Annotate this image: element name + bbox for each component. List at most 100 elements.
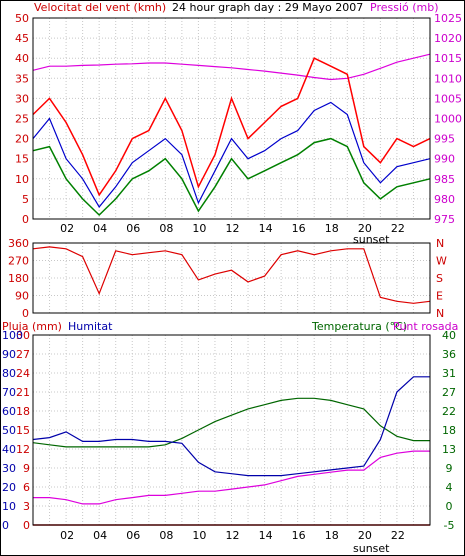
- x-tick-label: 08: [159, 529, 173, 542]
- dewpoint-series: [33, 450, 430, 505]
- x-tick-label: 10: [192, 529, 206, 542]
- temperature-y-tick-label: 0: [446, 500, 453, 513]
- wind-y-tick-label: 10: [15, 173, 29, 186]
- rain-y-ticks: 0 3 6 9 12 15 18 21 24 27 30: [16, 329, 30, 532]
- humidity-y-tick-label: 80: [2, 367, 16, 380]
- climate-x-ticks: 02 04 06 08 10 12 14 16 18 20 22: [60, 529, 405, 542]
- humidity-y-tick-label: 100: [2, 329, 23, 342]
- wind-x-ticks: 02 04 06 08 10 12 14 16 18 20 22: [60, 222, 405, 235]
- x-tick-label: 22: [391, 222, 405, 235]
- x-tick-label: 18: [325, 529, 339, 542]
- temperature-y-tick-label: 36: [442, 348, 456, 361]
- pressure-y-tick-label: 995: [434, 133, 455, 146]
- compass-label: E: [436, 290, 443, 303]
- pressure-y-tick-label: 1005: [434, 92, 462, 105]
- compass-label: S: [436, 272, 443, 285]
- x-tick-label: 20: [358, 529, 372, 542]
- pressure-y-tick-label: 1015: [434, 52, 462, 65]
- temperature-y-tick-label: 27: [442, 386, 456, 399]
- x-tick-label: 10: [192, 222, 206, 235]
- temperature-y-tick-label: -5: [444, 519, 455, 532]
- direction-y-tick-label: 180: [8, 272, 29, 285]
- dewpoint-axis-label: Punt rosada: [393, 320, 458, 333]
- wind-plot-frame: [32, 17, 431, 220]
- humidity-axis-label: Humitat: [68, 320, 113, 333]
- humidity-y-tick-label: 10: [2, 500, 16, 513]
- x-tick-label: 18: [325, 222, 339, 235]
- pressure-y-ticks: 975 980 985 990 995 1000 1005 1010 1015 1020 1025: [434, 12, 462, 226]
- compass-label: W: [436, 255, 447, 268]
- direction-y-tick-label: 270: [8, 255, 29, 268]
- x-tick-label: 12: [226, 529, 240, 542]
- x-tick-label: 06: [126, 222, 140, 235]
- wind-y-tick-label: 0: [22, 213, 29, 226]
- pressure-y-tick-label: 1020: [434, 32, 462, 45]
- direction-grid: [33, 243, 430, 313]
- rain-y-tick-label: 30: [16, 329, 30, 342]
- rain-y-tick-label: 3: [23, 500, 30, 513]
- sunset-label-1: sunset: [353, 233, 390, 246]
- direction-plot-frame: [32, 242, 431, 314]
- humidity-y-tick-label: 90: [2, 348, 16, 361]
- rain-y-tick-label: 21: [16, 386, 30, 399]
- wind-y-tick-label: 15: [15, 153, 29, 166]
- humidity-y-tick-label: 0: [2, 519, 9, 532]
- x-tick-label: 04: [93, 222, 107, 235]
- direction-series: [32, 246, 431, 304]
- temperature-axis-label: Temperatura (°C): [311, 320, 407, 333]
- temperature-y-ticks: -5 0 4 9 13 18 22 27 31 36 40: [442, 329, 456, 532]
- wind-y-tick-label: 50: [15, 12, 29, 25]
- pressure-y-tick-label: 1000: [434, 113, 462, 126]
- rain-axis-label: Pluja (mm): [2, 320, 62, 333]
- wind-y-tick-label: 40: [15, 52, 29, 65]
- direction-y-tick-label: 90: [15, 290, 29, 303]
- x-tick-label: 02: [60, 529, 74, 542]
- humidity-y-tick-label: 20: [2, 481, 16, 494]
- temperature-series: [32, 397, 430, 448]
- pressure-y-tick-label: 990: [434, 153, 455, 166]
- climate-plot-frame: [32, 334, 431, 526]
- humidity-y-tick-label: 70: [2, 386, 16, 399]
- sunset-label-2: sunset: [353, 542, 390, 555]
- wind-y-ticks: 0 5 10 15 20 25 30 35 40 45 50: [15, 12, 29, 226]
- wind-min-series: [32, 137, 431, 217]
- pressure-series: [32, 53, 431, 81]
- x-tick-label: 12: [226, 222, 240, 235]
- rain-y-tick-label: 24: [16, 367, 30, 380]
- temperature-y-tick-label: 22: [442, 405, 456, 418]
- wind-y-tick-label: 35: [15, 72, 29, 85]
- humidity-y-tick-label: 40: [2, 443, 16, 456]
- x-tick-label: 16: [292, 529, 306, 542]
- temperature-y-tick-label: 31: [442, 367, 456, 380]
- compass-label: N: [436, 307, 444, 320]
- temperature-y-tick-label: 40: [442, 329, 456, 342]
- rain-y-tick-label: 12: [16, 443, 30, 456]
- rain-y-tick-label: 6: [23, 481, 30, 494]
- pressure-y-tick-label: 985: [434, 173, 455, 186]
- x-tick-label: 08: [159, 222, 173, 235]
- rain-y-tick-label: 15: [16, 424, 30, 437]
- x-tick-label: 06: [126, 529, 140, 542]
- x-tick-label: 04: [93, 529, 107, 542]
- climate-grid: [33, 335, 430, 525]
- pressure-y-tick-label: 975: [434, 213, 455, 226]
- rain-y-tick-label: 9: [23, 462, 30, 475]
- direction-y-tick-label: 360: [8, 237, 29, 250]
- pressure-y-tick-label: 1010: [434, 72, 462, 85]
- humidity-y-tick-label: 60: [2, 405, 16, 418]
- x-tick-label: 22: [391, 529, 405, 542]
- humidity-series: [32, 376, 430, 477]
- wind-avg-series: [32, 101, 431, 208]
- compass-label: N: [436, 237, 444, 250]
- rain-y-tick-label: 0: [23, 519, 30, 532]
- x-tick-label: 16: [292, 222, 306, 235]
- wind-y-tick-label: 20: [15, 133, 29, 146]
- x-tick-label: 14: [259, 222, 273, 235]
- pressure-y-tick-label: 1025: [434, 12, 462, 25]
- wind-y-tick-label: 30: [15, 92, 29, 105]
- wind-axis-label: Velocitat del vent (kmh): [34, 1, 166, 14]
- direction-y-tick-label: 0: [22, 307, 29, 320]
- humidity-y-ticks: 0 10 20 30 40 50 60 70 80 90 100: [2, 329, 23, 532]
